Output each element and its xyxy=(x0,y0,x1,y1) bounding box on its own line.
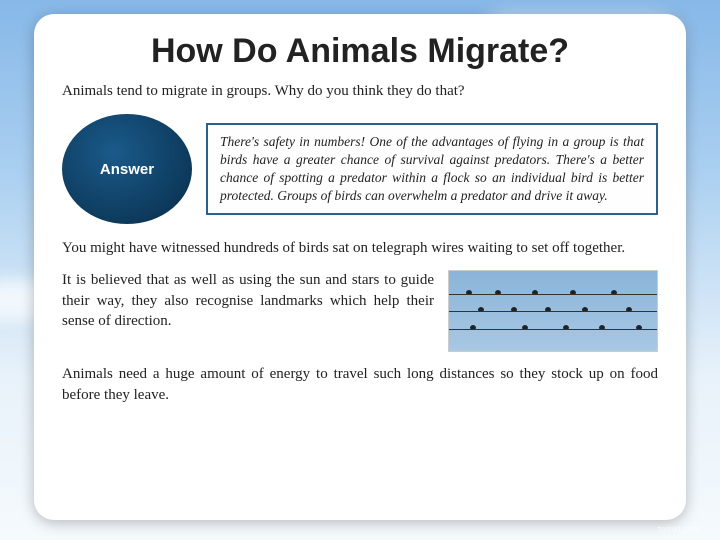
telegraph-wire xyxy=(449,311,657,312)
bird-icon xyxy=(478,307,484,311)
content-card: How Do Animals Migrate? Animals tend to … xyxy=(34,14,686,520)
bird-icon xyxy=(582,307,588,311)
birds-on-wires-image xyxy=(448,270,658,352)
answer-section: Answer There's safety in numbers! One of… xyxy=(62,114,658,224)
bird-icon xyxy=(599,325,605,329)
bird-icon xyxy=(495,290,501,294)
bird-icon xyxy=(466,290,472,294)
telegraph-wire xyxy=(449,294,657,295)
paragraph-3: Animals need a huge amount of energy to … xyxy=(62,364,658,405)
paragraph-2: It is believed that as well as using the… xyxy=(62,270,434,331)
intro-question: Animals tend to migrate in groups. Why d… xyxy=(62,83,658,100)
answer-label: Answer xyxy=(100,161,154,178)
bird-icon xyxy=(626,307,632,311)
bird-icon xyxy=(522,325,528,329)
bird-icon xyxy=(570,290,576,294)
answer-text-box: There's safety in numbers! One of the ad… xyxy=(206,123,658,216)
paragraph-1: You might have witnessed hundreds of bir… xyxy=(62,238,658,258)
answer-label-oval: Answer xyxy=(62,114,192,224)
bird-icon xyxy=(470,325,476,329)
bird-icon xyxy=(636,325,642,329)
bird-icon xyxy=(545,307,551,311)
bird-icon xyxy=(532,290,538,294)
bird-icon xyxy=(511,307,517,311)
telegraph-wire xyxy=(449,329,657,330)
page-title: How Do Animals Migrate? xyxy=(62,32,658,71)
watermark: twinkl.com xyxy=(658,524,700,534)
paragraph-2-row: It is believed that as well as using the… xyxy=(62,270,658,352)
bird-icon xyxy=(611,290,617,294)
bird-icon xyxy=(563,325,569,329)
